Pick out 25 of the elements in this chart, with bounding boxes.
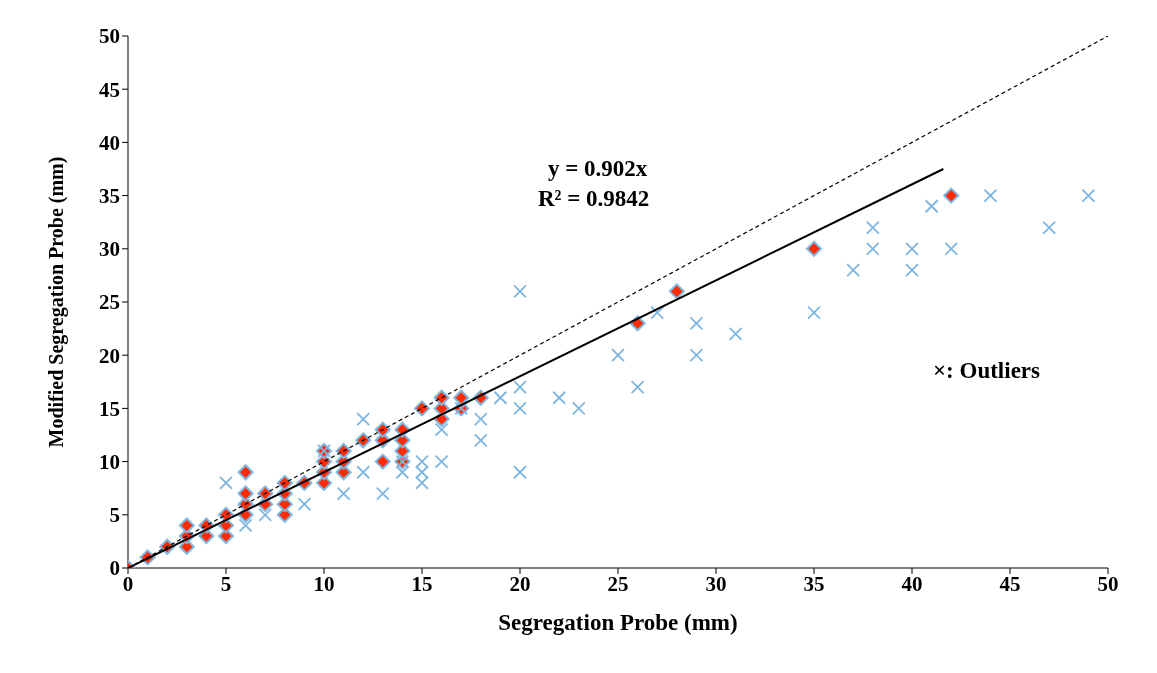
- y-tick-label: 5: [109, 503, 120, 528]
- x-tick-label: 50: [1097, 571, 1119, 596]
- y-tick-label: 25: [99, 290, 120, 315]
- x-tick-label: 35: [803, 571, 825, 596]
- y-tick-label: 40: [99, 130, 120, 155]
- x-tick-label: 20: [509, 571, 531, 596]
- y-tick-label: 15: [99, 396, 120, 421]
- x-axis-title: Segregation Probe (mm): [498, 610, 738, 635]
- annotation: y = 0.902x: [548, 156, 648, 182]
- annotation: R² = 0.9842: [538, 186, 650, 212]
- y-tick-label: 30: [99, 237, 120, 262]
- y-tick-label: 50: [99, 24, 120, 49]
- annotation: ×: Outliers: [933, 358, 1041, 384]
- y-axis-title: Modified Segregation Probe (mm): [45, 156, 69, 448]
- x-tick-label: 10: [313, 571, 335, 596]
- y-tick-label: 35: [99, 184, 120, 209]
- x-tick-label: 45: [999, 571, 1021, 596]
- y-tick-label: 20: [99, 343, 120, 368]
- x-tick-label: 15: [411, 571, 433, 596]
- y-tick-label: 45: [99, 77, 120, 102]
- x-tick-label: 30: [705, 571, 727, 596]
- x-tick-label: 40: [901, 571, 923, 596]
- y-tick-label: 10: [99, 450, 120, 475]
- x-tick-label: 5: [220, 571, 232, 596]
- x-tick-label: 25: [607, 571, 629, 596]
